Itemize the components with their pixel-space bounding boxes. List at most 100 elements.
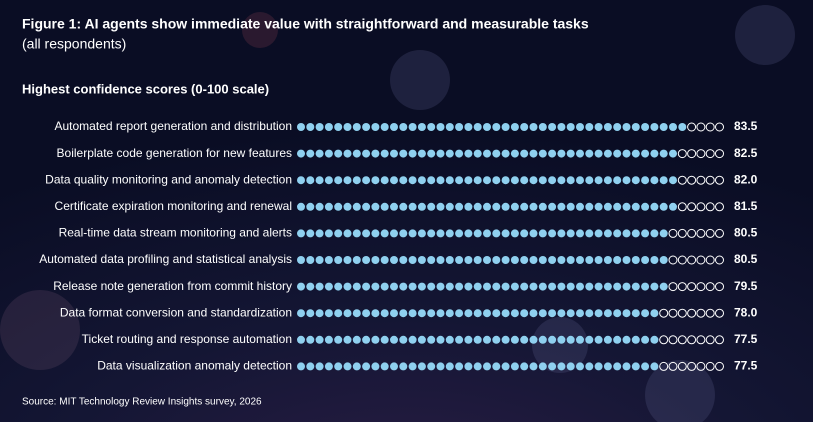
dot [594,229,603,238]
dot [557,256,566,264]
dot [306,229,315,238]
dot [557,309,566,318]
dot [408,282,417,291]
dot-row [297,308,724,318]
dot [659,123,668,131]
dot-row [297,149,724,159]
dot [436,309,445,318]
dot [594,149,603,158]
dot [650,123,659,131]
dot [343,149,352,158]
dot [371,335,380,344]
dot [501,282,510,291]
dot [297,282,305,291]
dot [315,282,324,291]
dot [427,335,436,344]
dot [659,176,668,185]
dot [641,335,650,344]
dot [585,362,594,371]
dot [390,256,398,264]
dot [548,335,557,344]
dot [445,123,454,131]
dot [677,175,687,185]
dot-row [297,202,724,212]
dot [622,202,631,211]
dot [548,256,557,264]
dot [492,362,501,371]
dot [715,361,724,371]
dot [408,362,417,371]
dot [408,256,417,264]
dot [501,309,510,318]
value-label: 78.0 [734,305,758,319]
dot [371,176,380,185]
dot [315,335,324,344]
dot [548,123,557,131]
dot [538,309,547,318]
dot [483,123,491,131]
dot [315,123,324,131]
category-label: Automated report generation and distribu… [55,119,293,133]
dot [677,255,687,265]
dot [529,282,538,291]
dot [324,202,333,211]
dot [455,123,464,131]
dot [436,335,445,344]
dot [390,202,398,211]
dot [641,309,650,318]
dot [315,362,324,371]
dot [436,123,445,131]
dot [324,176,333,185]
dot [687,122,697,132]
value-label: 81.5 [734,199,758,213]
dot [399,229,408,238]
dot [501,256,510,264]
dot [520,123,529,131]
dot [399,335,408,344]
dot [371,309,380,318]
dot [622,362,631,371]
dot [417,229,426,238]
dot [585,309,594,318]
dot [613,256,622,264]
dot [473,123,482,131]
value-label: 82.5 [734,146,758,160]
dot [696,255,706,265]
dot [427,229,436,238]
dot [696,149,706,159]
dot [380,309,389,318]
dot [603,176,612,185]
title: Figure 1: AI agents show immediate value… [22,16,589,32]
dot [436,282,445,291]
dot [315,309,324,318]
dot [715,282,724,292]
dot [483,362,491,371]
dot [417,176,426,185]
dot [687,361,697,371]
dot [473,202,482,211]
dot [520,149,529,158]
category-label: Automated data profiling and statistical… [39,252,292,266]
dot [705,255,715,265]
dot [343,202,352,211]
dot [380,335,389,344]
dot [399,256,408,264]
dot [585,335,594,344]
dot [576,335,584,344]
dot [650,176,659,185]
dot [650,309,659,318]
dot [455,229,464,238]
dot [352,176,361,185]
dot [324,362,333,371]
dot [566,229,575,238]
dot [352,335,361,344]
dot [427,282,436,291]
dot [613,282,622,291]
dot [483,335,491,344]
dot [538,229,547,238]
dot [557,123,566,131]
dot [548,309,557,318]
dot [520,309,529,318]
dot [529,176,538,185]
dot [455,149,464,158]
